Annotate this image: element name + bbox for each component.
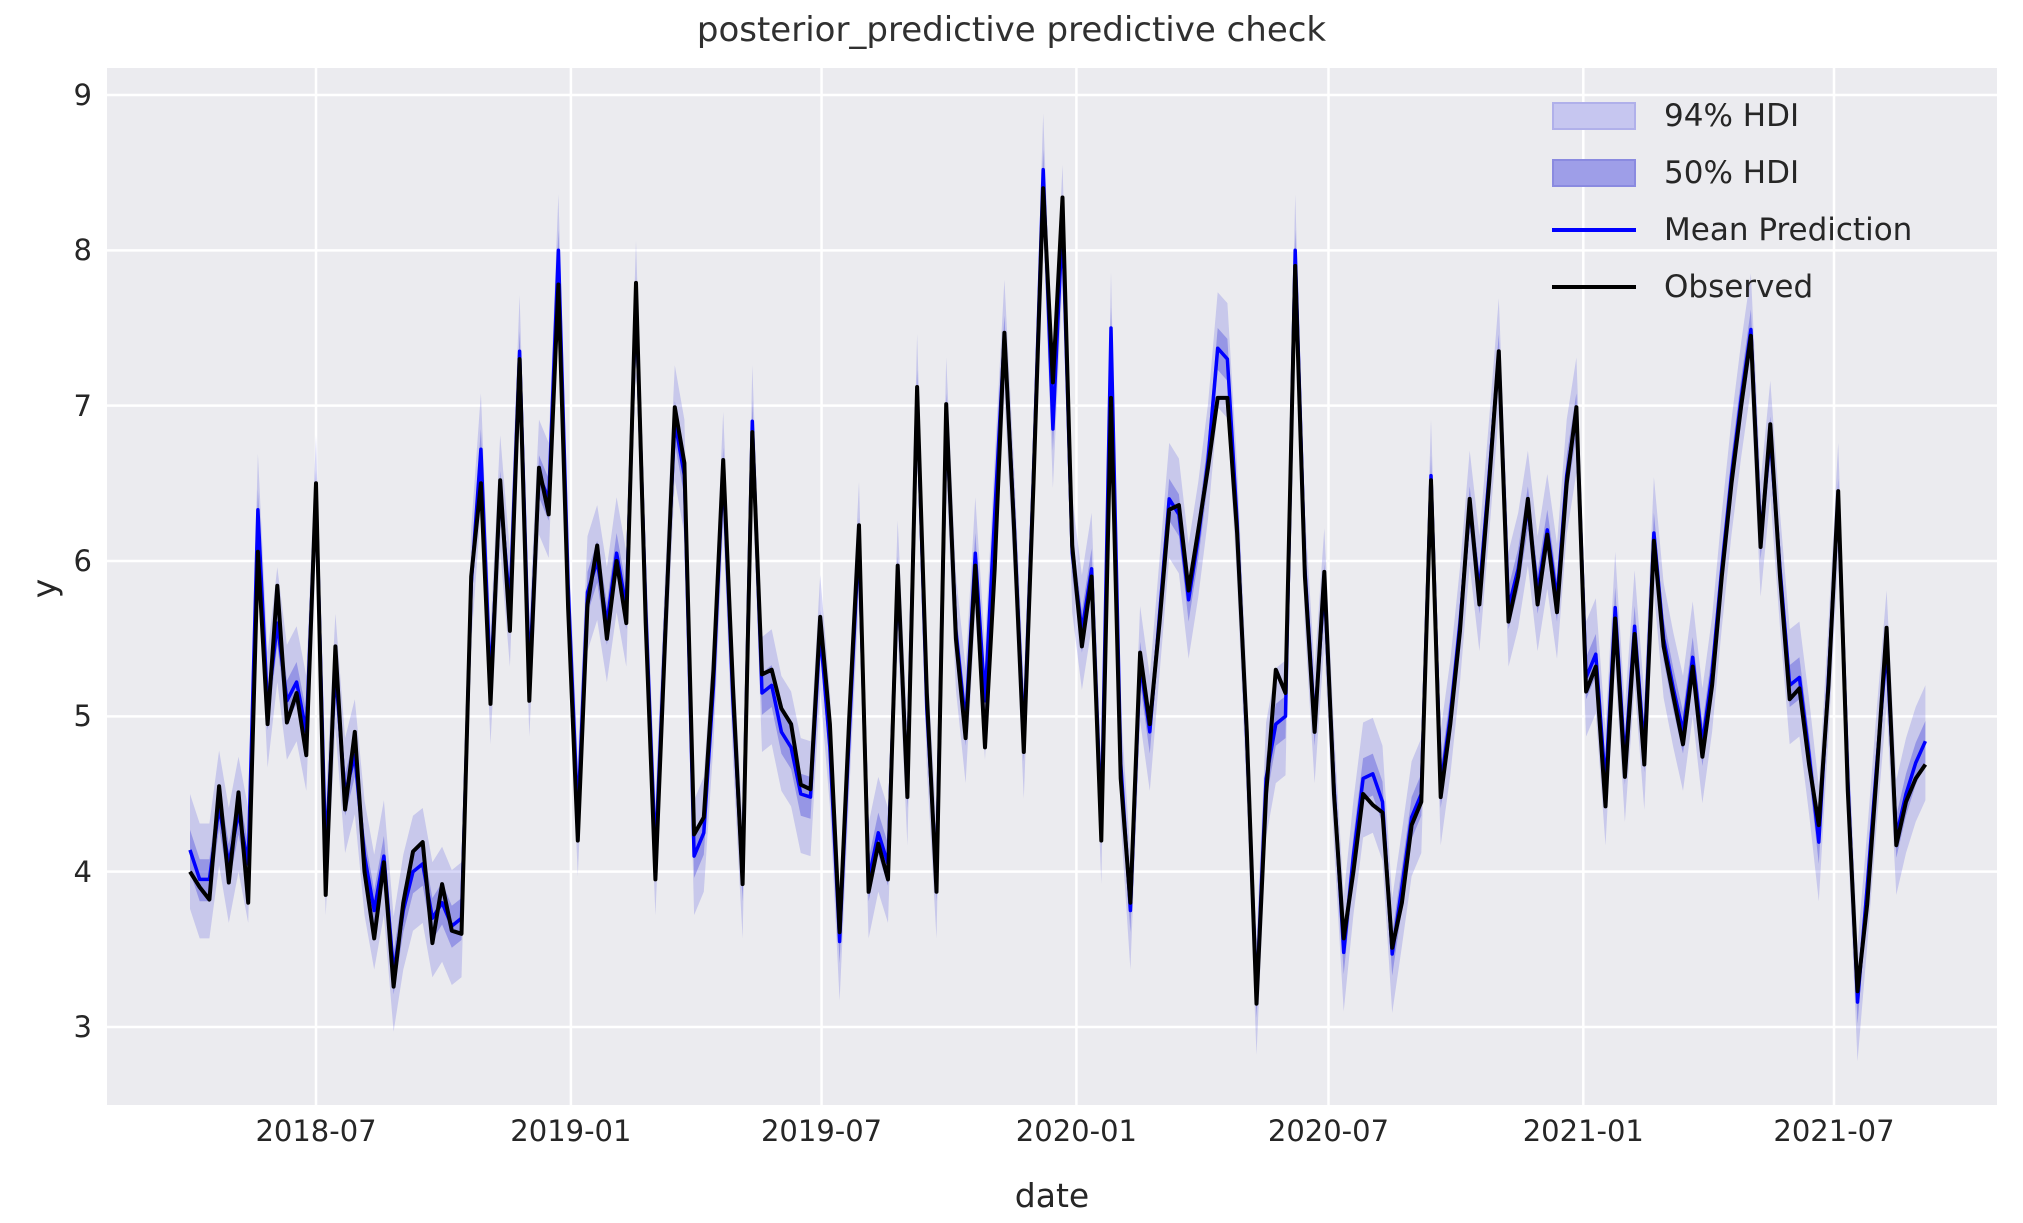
x-tick-label: 2021-01 [1522, 1114, 1644, 1148]
hdi50-swatch-icon [1552, 159, 1636, 187]
x-tick-label: 2020-07 [1267, 1114, 1390, 1148]
y-tick-label: 5 [73, 699, 92, 734]
x-axis-label: date [1014, 1176, 1090, 1215]
x-tick-label: 2019-01 [510, 1114, 632, 1148]
y-tick-label: 9 [73, 78, 92, 112]
x-tick-label: 2019-07 [760, 1114, 883, 1148]
legend-label: 50% HDI [1664, 155, 1800, 191]
y-tick-label: 4 [73, 854, 92, 889]
y-tick-label: 8 [73, 233, 92, 268]
legend-label: Mean Prediction [1664, 212, 1913, 248]
legend-item-mean: Mean Prediction [1552, 210, 1982, 250]
y-axis-label: y [24, 578, 64, 599]
chart-title: posterior_predictive predictive check [696, 10, 1327, 50]
mean-line-icon [1552, 228, 1636, 232]
y-tick-label: 6 [73, 543, 92, 578]
plot-area [107, 68, 1997, 1105]
legend-label: Observed [1664, 269, 1814, 305]
x-tick-label: 2021-07 [1773, 1114, 1895, 1148]
hdi94-swatch-icon [1552, 102, 1636, 130]
x-tick-label: 2018-07 [255, 1114, 377, 1148]
observed-line-icon [1552, 285, 1636, 289]
legend-item-94-hdi: 94% HDI [1552, 96, 1982, 136]
y-tick-label: 7 [73, 388, 92, 423]
legend-item-50-hdi: 50% HDI [1552, 153, 1982, 193]
legend-item-observed: Observed [1552, 267, 1982, 307]
observed-line [188, 186, 1928, 1006]
y-tick-label: 3 [73, 1009, 92, 1044]
legend: 94% HDI 50% HDI Mean Prediction Observed [1552, 96, 1982, 307]
x-tick-label: 2020-01 [1015, 1114, 1137, 1148]
legend-label: 94% HDI [1664, 98, 1800, 134]
